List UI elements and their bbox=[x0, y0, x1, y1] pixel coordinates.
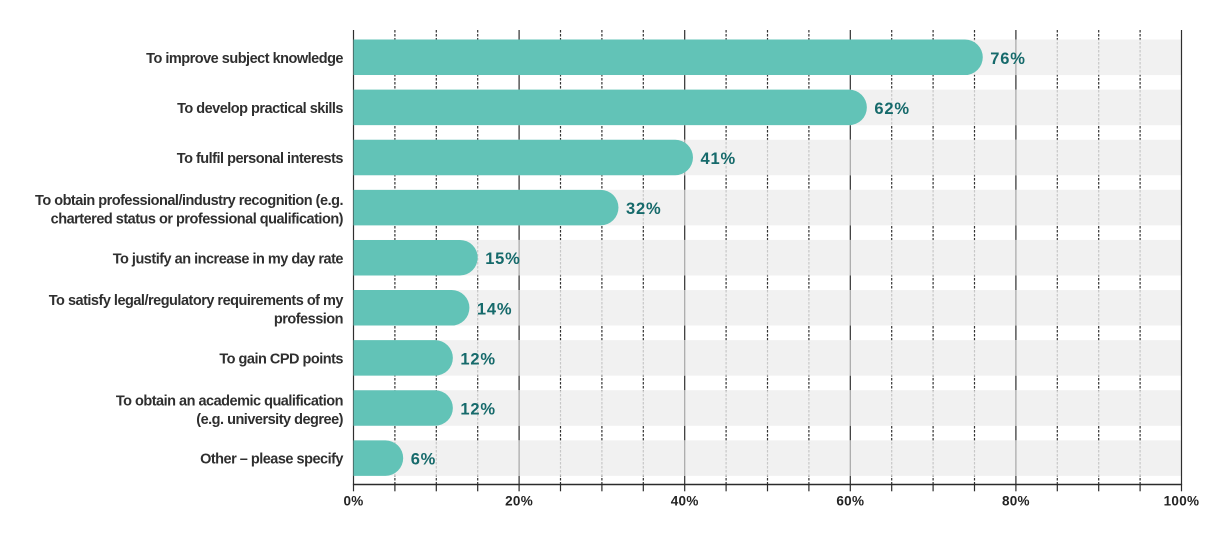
svg-text:32%: 32% bbox=[626, 200, 661, 218]
svg-text:To improve subject knowledge: To improve subject knowledge bbox=[146, 51, 343, 67]
svg-text:Other – please specify: Other – please specify bbox=[200, 452, 343, 468]
svg-text:15%: 15% bbox=[485, 250, 520, 268]
svg-text:20%: 20% bbox=[505, 494, 533, 509]
svg-text:To develop practical skills: To develop practical skills bbox=[177, 101, 343, 117]
svg-text:41%: 41% bbox=[701, 150, 736, 168]
svg-text:6%: 6% bbox=[411, 451, 436, 469]
svg-text:To obtain an academic qualific: To obtain an academic qualification bbox=[116, 393, 343, 409]
svg-text:14%: 14% bbox=[477, 300, 512, 318]
svg-text:(e.g. university degree): (e.g. university degree) bbox=[196, 412, 343, 428]
svg-text:To satisfy legal/regulatory re: To satisfy legal/regulatory requirements… bbox=[49, 293, 344, 309]
svg-text:80%: 80% bbox=[1002, 494, 1030, 509]
svg-text:profession: profession bbox=[274, 312, 343, 328]
svg-text:76%: 76% bbox=[990, 50, 1025, 68]
svg-text:60%: 60% bbox=[836, 494, 864, 509]
svg-text:chartered status or profession: chartered status or professional qualifi… bbox=[51, 212, 344, 228]
svg-text:To obtain professional/industr: To obtain professional/industry recognit… bbox=[35, 193, 343, 209]
svg-text:100%: 100% bbox=[1164, 494, 1200, 509]
svg-text:To fulfil personal interests: To fulfil personal interests bbox=[177, 151, 344, 167]
svg-text:0%: 0% bbox=[343, 494, 363, 509]
svg-text:12%: 12% bbox=[460, 401, 495, 419]
svg-text:To gain CPD points: To gain CPD points bbox=[219, 352, 343, 368]
svg-text:12%: 12% bbox=[460, 350, 495, 368]
svg-text:To justify an increase in my d: To justify an increase in my day rate bbox=[113, 251, 344, 267]
svg-text:40%: 40% bbox=[671, 494, 699, 509]
svg-text:62%: 62% bbox=[874, 100, 909, 118]
